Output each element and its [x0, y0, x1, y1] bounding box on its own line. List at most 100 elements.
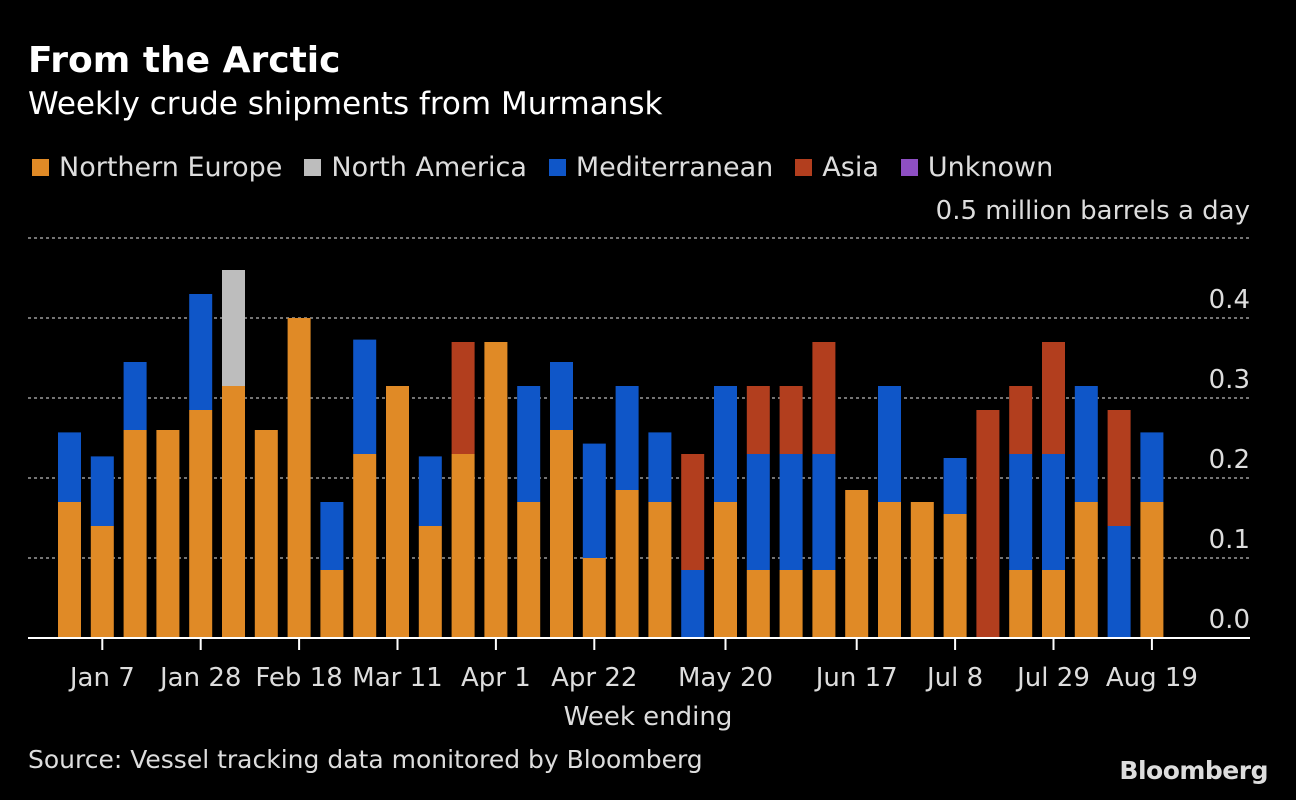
- bar-segment-mediterranean: [58, 432, 81, 502]
- legend-swatch-mediterranean: [548, 159, 566, 176]
- legend-swatch-asia: [795, 159, 813, 176]
- bar-segment-northern-europe: [615, 490, 639, 638]
- bar-segment-northern-europe: [878, 502, 901, 638]
- y-axis-unit-label: 0.5 million barrels a day: [936, 196, 1250, 226]
- bar-segment-mediterranean: [746, 454, 770, 570]
- legend-item-unknown: Unknown: [900, 152, 1054, 183]
- y-tick-label: 0.2: [1209, 445, 1250, 475]
- y-tick-label: 0.1: [1209, 525, 1250, 555]
- legend-item-northern-europe: Northern Europe: [32, 152, 282, 183]
- bar-segment-asia: [779, 386, 803, 454]
- legend-label-north-america: North America: [331, 152, 527, 183]
- bar-segment-asia: [1009, 386, 1033, 454]
- bar-segment-mediterranean: [90, 456, 114, 526]
- bar-segment-mediterranean: [779, 454, 803, 570]
- bar-segment-asia: [681, 454, 705, 570]
- bar-segment-mediterranean: [1009, 454, 1033, 570]
- legend-label-unknown: Unknown: [927, 152, 1054, 183]
- bar-segment-mediterranean: [615, 386, 639, 490]
- x-tick-label: Aug 19: [1106, 663, 1198, 693]
- y-tick-label: 0.3: [1209, 365, 1250, 395]
- bar-segment-mediterranean: [582, 443, 606, 558]
- bar-segment-northern-europe: [1009, 570, 1033, 638]
- bar-segment-mediterranean: [648, 432, 672, 502]
- bar-segment-mediterranean: [123, 362, 147, 430]
- x-tick-label: Jul 8: [925, 663, 983, 693]
- bar-segment-northern-europe: [714, 502, 737, 638]
- bar-segment-northern-europe: [156, 430, 180, 638]
- bar-segment-mediterranean: [878, 386, 901, 502]
- bar-segment-northern-europe: [222, 386, 245, 638]
- bloomberg-logo: Bloomberg: [1119, 756, 1268, 785]
- bar-segment-mediterranean: [943, 458, 967, 514]
- x-axis-title: Week ending: [564, 702, 733, 732]
- bar-segment-northern-europe: [648, 502, 672, 638]
- bar-segment-northern-europe: [1042, 570, 1065, 638]
- bar-segment-northern-europe: [550, 430, 573, 638]
- x-tick-label: Apr 22: [551, 663, 637, 693]
- bar-segment-mediterranean: [1107, 526, 1131, 638]
- bar-segment-northern-europe: [386, 386, 409, 638]
- source-note: Source: Vessel tracking data monitored b…: [28, 745, 703, 774]
- bar-segment-mediterranean: [550, 362, 573, 430]
- bar-segment-northern-europe: [582, 558, 606, 638]
- legend-item-asia: Asia: [795, 152, 879, 183]
- bar-segment-asia: [812, 342, 836, 454]
- x-tick-label: Jun 17: [814, 663, 898, 693]
- bar-segment-northern-europe: [451, 454, 475, 638]
- bar-segment-mediterranean: [714, 386, 737, 502]
- legend: Northern Europe North America Mediterran…: [32, 152, 1075, 183]
- y-tick-label: 0.0: [1209, 605, 1250, 635]
- bar-segment-northern-europe: [1074, 502, 1098, 638]
- bar-segment-northern-europe: [746, 570, 770, 638]
- y-tick-label: 0.4: [1209, 285, 1250, 315]
- bar-segment-northern-europe: [353, 454, 377, 638]
- x-tick-label: Mar 11: [352, 663, 442, 693]
- legend-swatch-north-america: [304, 159, 322, 176]
- chart-title: From the Arctic: [28, 40, 341, 81]
- bar-segment-northern-europe: [418, 526, 442, 638]
- bar-segment-asia: [451, 342, 475, 454]
- y-axis-ticks: 0.0 0.1 0.2 0.3 0.4: [1209, 285, 1250, 635]
- bar-segment-northern-europe: [779, 570, 803, 638]
- bar-segment-asia: [1107, 410, 1131, 526]
- x-tick-label: Jan 7: [68, 663, 135, 693]
- legend-swatch-northern-europe: [32, 159, 49, 176]
- bar-segment-asia: [746, 386, 770, 454]
- x-axis-ticks: Jan 7 Jan 28 Feb 18 Mar 11 Apr 1 Apr 22 May 20…: [68, 638, 1198, 693]
- bar-segment-northern-europe: [517, 502, 541, 638]
- bar-segment-northern-europe: [812, 570, 836, 638]
- bar-segment-northern-europe: [189, 410, 213, 638]
- bar-segment-northern-europe: [910, 502, 934, 638]
- bar-segment-asia: [1042, 342, 1065, 454]
- bar-segment-mediterranean: [418, 456, 442, 526]
- bar-segment-northern-europe: [845, 490, 869, 638]
- bar-segment-northern-europe: [254, 430, 278, 638]
- bar-segment-northern-europe: [58, 502, 81, 638]
- bar-segment-northern-europe: [1140, 502, 1164, 638]
- legend-label-northern-europe: Northern Europe: [59, 152, 283, 183]
- legend-item-north-america: North America: [304, 152, 527, 183]
- bar-segment-mediterranean: [353, 339, 377, 454]
- bar-segment-mediterranean: [517, 386, 541, 502]
- x-tick-label: May 20: [678, 663, 773, 693]
- bar-segment-mediterranean: [1140, 432, 1164, 502]
- legend-swatch-unknown: [900, 159, 918, 176]
- bar-segment-mediterranean: [812, 454, 836, 570]
- bar-segment-northern-europe: [484, 342, 508, 638]
- bar-segment-mediterranean: [189, 294, 213, 410]
- bar-segment-northern-europe: [123, 430, 147, 638]
- bar-segment-north-america: [222, 270, 245, 386]
- bar-segment-mediterranean: [681, 570, 705, 638]
- bar-segment-northern-europe: [90, 526, 114, 638]
- legend-label-mediterranean: Mediterranean: [575, 152, 774, 183]
- legend-label-asia: Asia: [822, 152, 879, 183]
- legend-item-mediterranean: Mediterranean: [548, 152, 774, 183]
- x-tick-label: Apr 1: [461, 663, 531, 693]
- bars: [58, 270, 1164, 638]
- bar-segment-mediterranean: [1042, 454, 1065, 570]
- x-tick-label: Feb 18: [255, 663, 342, 693]
- bar-segment-northern-europe: [943, 514, 967, 638]
- bar-segment-mediterranean: [1074, 386, 1098, 502]
